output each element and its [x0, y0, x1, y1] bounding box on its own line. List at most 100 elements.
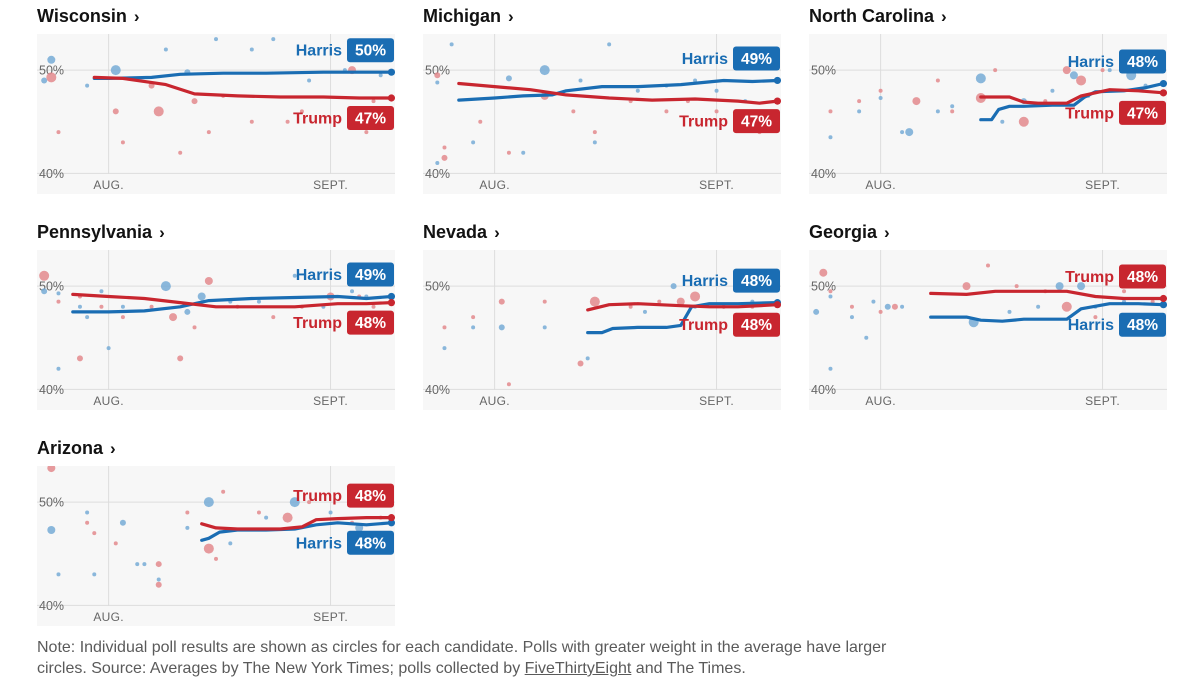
harris-average-line — [71, 294, 393, 314]
trump-poll-dot — [471, 315, 476, 320]
harris-label-group: Harris 49% — [296, 262, 394, 287]
trump-average-line — [92, 75, 393, 100]
harris-poll-dot — [203, 497, 214, 508]
harris-poll-dot — [828, 366, 833, 371]
trump-end-dot — [773, 97, 781, 105]
chevron-right-icon: › — [133, 7, 140, 26]
harris-poll-dot — [92, 572, 97, 577]
trump-poll-dot — [1093, 315, 1098, 320]
harris-poll-dot — [271, 37, 276, 42]
y-tick-label: 50% — [425, 280, 450, 294]
harris-poll-dot — [249, 47, 254, 52]
harris-end-dot — [773, 76, 781, 85]
trump-poll-dot — [828, 109, 833, 114]
harris-poll-dot — [160, 281, 171, 292]
harris-name-label: Harris — [296, 535, 342, 552]
plot-background — [809, 250, 1167, 410]
plot-background — [809, 34, 1167, 194]
harris-value-badge — [347, 530, 394, 555]
chevron-right-icon: › — [508, 7, 514, 26]
x-tick-label: SEPT. — [313, 394, 348, 408]
fivethirtyeight-link[interactable]: FiveThirtyEight — [524, 660, 632, 677]
trump-poll-dot — [1018, 116, 1029, 127]
state-title-link-nevada[interactable]: Nevada › — [423, 222, 500, 243]
harris-poll-dot — [878, 96, 883, 100]
harris-label-group: Harris 48% — [1068, 49, 1166, 74]
harris-end-dot — [387, 68, 395, 76]
harris-poll-dot — [828, 135, 833, 140]
trump-poll-dot — [441, 154, 448, 161]
trump-poll-dot — [192, 325, 197, 330]
harris-poll-dot — [849, 315, 854, 320]
harris-poll-dot — [642, 309, 647, 314]
y-tick-label: 40% — [811, 167, 836, 181]
trump-poll-dot — [307, 500, 312, 505]
trump-poll-dot — [1014, 284, 1019, 289]
chart-panel-north-carolina: North Carolina › AUG. SEPT. 50% 40% Harris 48%… — [809, 4, 1167, 194]
trump-poll-dot — [221, 489, 226, 494]
trump-poll-dot — [950, 109, 955, 114]
harris-average-line — [586, 301, 779, 335]
trump-average-line — [586, 302, 779, 312]
note-text: Note: Individual poll results are shown … — [37, 639, 887, 677]
trump-average-line — [200, 516, 393, 531]
trump-average-line — [979, 88, 1165, 105]
harris-poll-dot — [670, 283, 677, 290]
harris-poll-dot — [47, 526, 56, 534]
harris-poll-dot — [1000, 119, 1005, 124]
chart-panel-michigan: Michigan › AUG. SEPT. 50% 40% Harris 49% Trump 4… — [423, 4, 781, 194]
state-title-link-georgia[interactable]: Georgia › — [809, 222, 890, 243]
state-title-text: Michigan — [423, 6, 502, 26]
trump-poll-dot — [256, 510, 261, 515]
trump-poll-dot — [149, 304, 154, 309]
x-tick-label: AUG. — [93, 178, 124, 192]
x-tick-label: SEPT. — [699, 394, 734, 408]
chart-panel-nevada: Nevada › AUG. SEPT. 50% 40% Harris 48% Trump 48% — [423, 220, 781, 410]
trump-poll-dot — [506, 150, 511, 155]
harris-poll-dot — [1107, 68, 1112, 73]
trump-poll-dot — [935, 78, 940, 83]
plot-area: AUG. SEPT. 50% 40% Trump 48% Harris 48% — [809, 250, 1167, 410]
trump-poll-dot — [120, 315, 125, 320]
harris-value-label: 48% — [741, 273, 772, 290]
harris-label-group: Harris 48% — [296, 530, 394, 555]
state-title-link-michigan[interactable]: Michigan › — [423, 6, 514, 27]
state-title-link-north-carolina[interactable]: North Carolina › — [809, 6, 947, 27]
harris-poll-dot — [77, 304, 82, 309]
trump-value-label: 47% — [1127, 105, 1158, 122]
harris-poll-dot — [542, 325, 547, 330]
trump-label-group: Trump 48% — [293, 483, 394, 508]
state-title-link-pennsylvania[interactable]: Pennsylvania › — [37, 222, 165, 243]
trump-name-label: Trump — [293, 111, 342, 128]
polling-chart-georgia: AUG. SEPT.50%40%Trump 48%Harris 48% — [809, 250, 1167, 410]
trump-poll-dot — [1122, 289, 1127, 294]
harris-poll-dot — [228, 541, 233, 546]
trump-value-label: 48% — [355, 488, 386, 505]
y-tick-label: 40% — [811, 383, 836, 397]
trump-value-label: 48% — [1127, 269, 1158, 286]
state-title-link-wisconsin[interactable]: Wisconsin › — [37, 6, 140, 27]
plot-background — [423, 250, 781, 410]
state-title-text: Wisconsin — [37, 6, 127, 26]
state-title-link-arizona[interactable]: Arizona › — [37, 438, 116, 459]
harris-poll-dot — [197, 292, 206, 301]
harris-poll-dot — [578, 78, 583, 83]
trump-poll-dot — [120, 140, 125, 145]
trump-poll-dot — [986, 263, 990, 268]
harris-poll-dot — [106, 346, 111, 351]
trump-value-badge — [347, 106, 394, 130]
chevron-right-icon: › — [159, 223, 165, 242]
trump-poll-dot — [155, 581, 162, 588]
trump-poll-dot — [542, 299, 547, 304]
harris-poll-dot — [85, 83, 90, 88]
trump-poll-dot — [204, 276, 213, 285]
harris-poll-dot — [975, 73, 986, 84]
trump-poll-dot — [1061, 301, 1072, 312]
trump-poll-dot — [299, 109, 304, 114]
trump-label-group: Trump 48% — [679, 312, 780, 337]
trump-poll-dot — [442, 325, 447, 330]
trump-poll-dot — [1076, 75, 1087, 86]
trump-poll-dot — [92, 531, 97, 536]
trump-poll-dot — [206, 130, 211, 135]
harris-poll-dot — [350, 289, 355, 294]
